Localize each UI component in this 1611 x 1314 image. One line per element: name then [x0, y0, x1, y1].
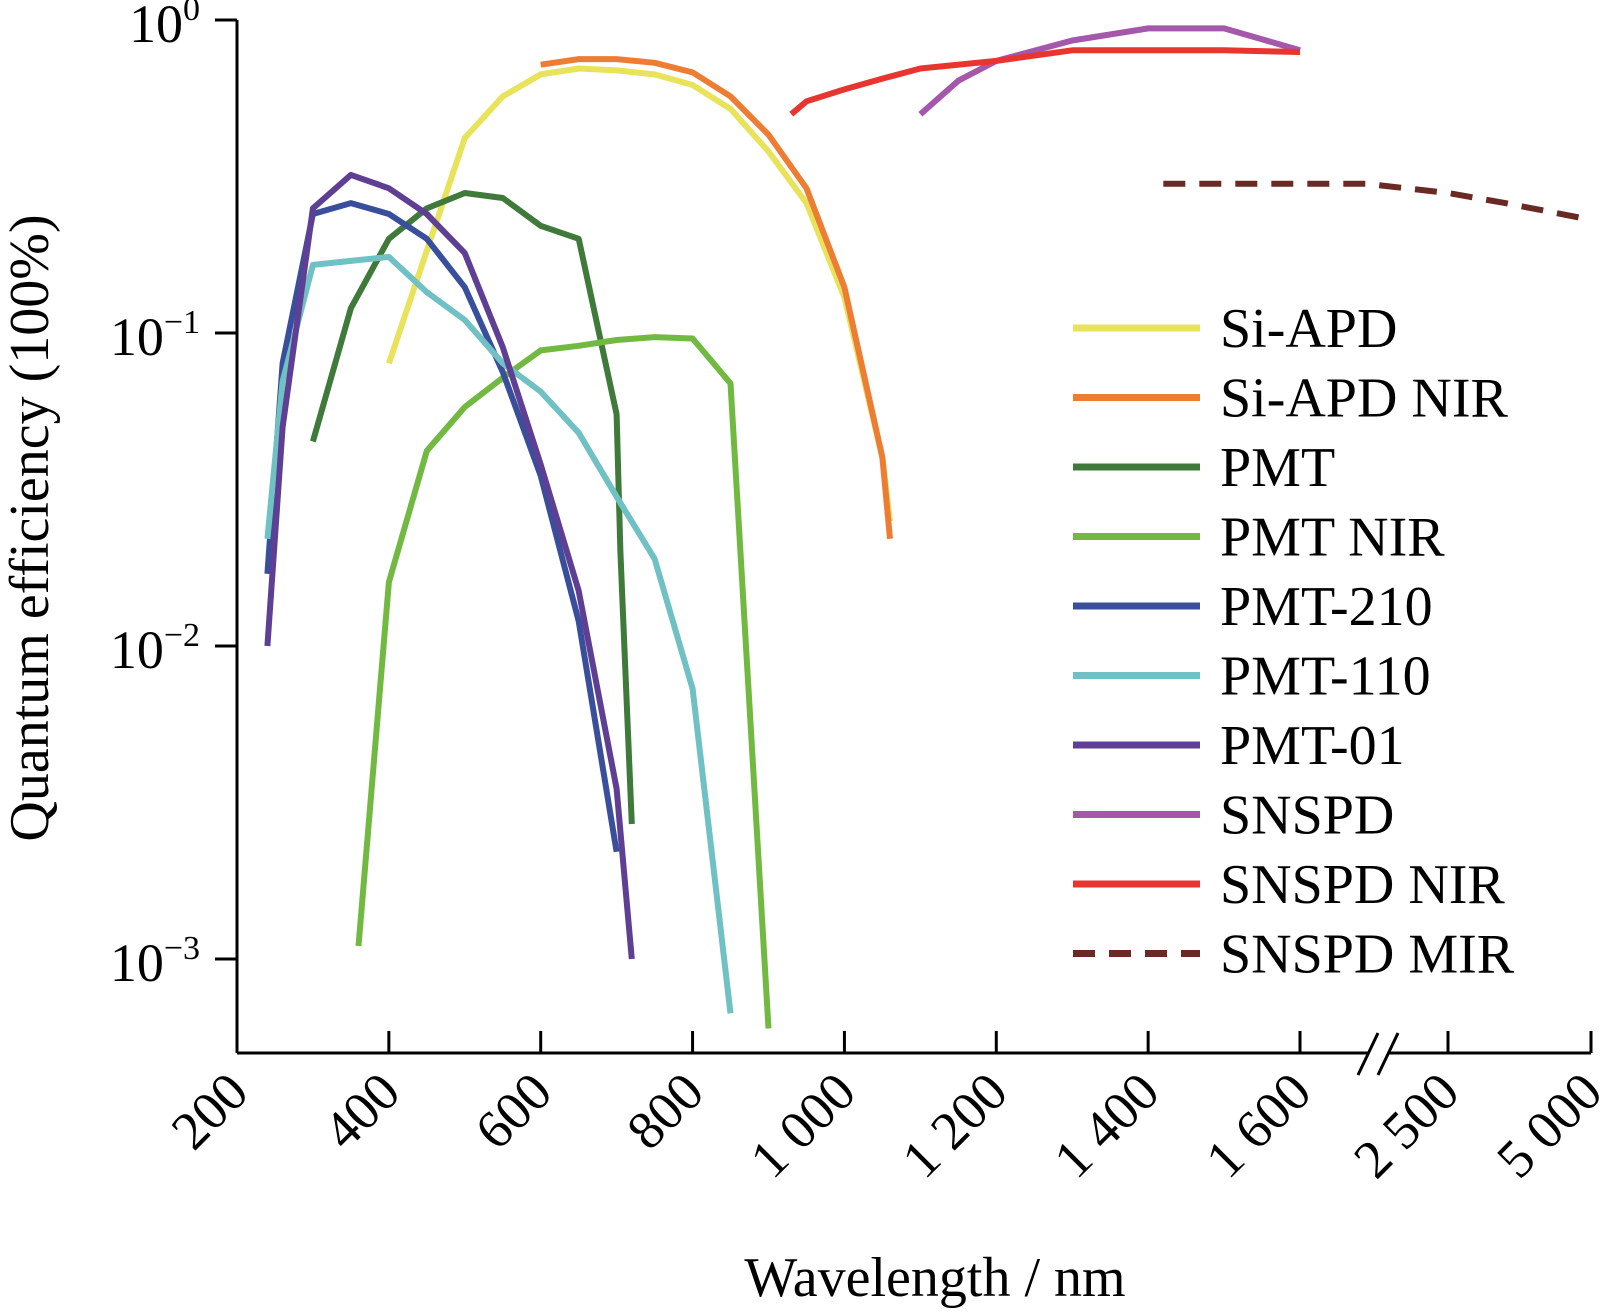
- series-line-si-apd-nir: [540, 56, 893, 540]
- legend-label: PMT: [1220, 437, 1335, 499]
- axis-break-mark: [1376, 1032, 1400, 1076]
- legend-label: PMT-01: [1220, 715, 1405, 777]
- series-line-si-apd: [386, 65, 893, 522]
- x-tick-label: 200: [160, 1061, 260, 1161]
- plot-lines: [264, 25, 1592, 1029]
- x-tick-label: 2 500: [1342, 1061, 1470, 1189]
- series-line-snspd-mir: [1163, 180, 1592, 223]
- series-line-pmt: [310, 190, 635, 825]
- x-tick-label: 1 600: [1194, 1061, 1322, 1189]
- y-tick-label: 10−1: [110, 304, 200, 367]
- x-tick-label: 1 400: [1042, 1061, 1170, 1189]
- legend-label: Si-APD: [1220, 298, 1397, 360]
- x-tick-label: 800: [615, 1061, 715, 1161]
- y-tick-label: 100: [129, 0, 200, 54]
- y-axis-label: Quantum efficiency (100%): [0, 214, 61, 841]
- x-axis-label: Wavelength / nm: [744, 1247, 1125, 1309]
- legend-label: SNSPD: [1220, 785, 1394, 847]
- legend-label: PMT NIR: [1220, 507, 1445, 569]
- x-tick-label: 5 000: [1485, 1061, 1611, 1189]
- x-tick-label: 1 200: [890, 1061, 1018, 1189]
- legend: Si-APD Si-APD NIR PMT PMT NIR PMT-210 PMT-110…: [1073, 298, 1515, 986]
- legend-label: PMT-110: [1220, 646, 1431, 708]
- x-tick-label: 400: [312, 1061, 412, 1161]
- legend-label: PMT-210: [1220, 576, 1433, 638]
- axis-break-mark: [1356, 1032, 1380, 1076]
- x-tick-label: 1 000: [739, 1061, 867, 1189]
- series-line-snspd: [918, 25, 1301, 117]
- series-line-pmt-01: [264, 171, 635, 960]
- legend-label: SNSPD MIR: [1220, 924, 1515, 986]
- y-tick-label: 10−3: [110, 930, 200, 993]
- series-line-pmt-110: [264, 253, 734, 1014]
- y-tick-label: 10−2: [110, 617, 200, 680]
- series-line-snspd-nir: [789, 47, 1301, 117]
- x-tick-label: 600: [463, 1061, 563, 1161]
- legend-label: SNSPD NIR: [1220, 854, 1505, 916]
- legend-label: Si-APD NIR: [1220, 368, 1508, 430]
- series-line-pmt-nir: [355, 334, 772, 1029]
